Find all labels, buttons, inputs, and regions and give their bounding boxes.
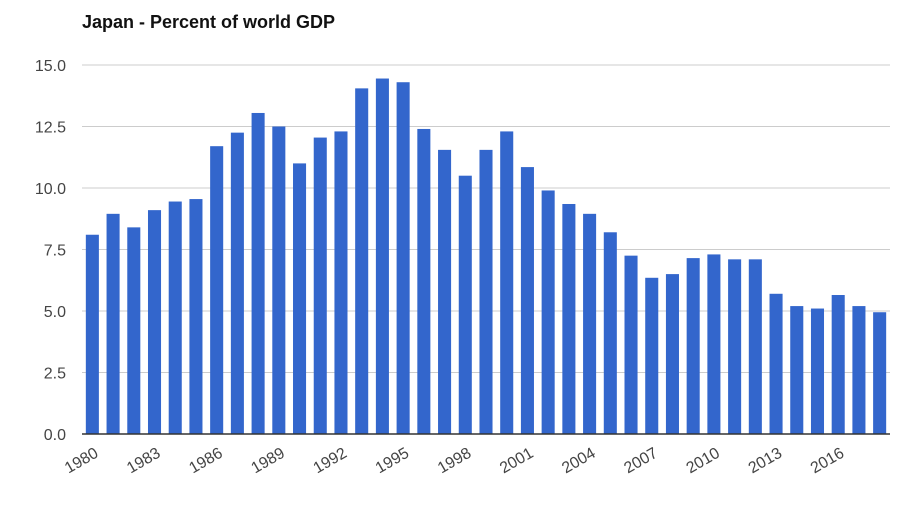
- bar-1983: [147, 210, 162, 434]
- bar-2017: [852, 306, 866, 434]
- bar-1996: [417, 128, 431, 434]
- bar-1992: [334, 131, 348, 435]
- x-tick-label: 1989: [248, 445, 287, 478]
- x-tick-label: 2013: [746, 445, 785, 478]
- bar-1982: [127, 227, 141, 434]
- bar-1995: [396, 82, 410, 434]
- x-tick-label: 1980: [62, 445, 101, 478]
- bar-2004: [583, 213, 597, 434]
- bar-2016: [831, 295, 845, 434]
- bar-1981: [106, 213, 120, 434]
- x-tick-label: 1998: [435, 445, 474, 478]
- bar-1997: [438, 149, 452, 434]
- bar-2014: [790, 306, 804, 434]
- bar-2008: [665, 274, 679, 434]
- x-tick-label: 1992: [311, 445, 350, 478]
- x-tick-label: 1983: [124, 445, 163, 478]
- bar-2018: [873, 312, 887, 434]
- bar-1986: [210, 146, 224, 434]
- bar-2003: [562, 203, 576, 434]
- x-axis-ticks: 1980 1983 1986 1989 1992 1995 1998 2001 2004 2007…: [62, 445, 847, 478]
- bar-1993: [355, 88, 369, 435]
- bar-2015: [810, 308, 825, 434]
- y-tick-label: 7.5: [44, 243, 66, 260]
- bar-2001: [520, 167, 534, 434]
- chart-title: Japan - Percent of world GDP: [82, 12, 336, 32]
- bar-1994: [375, 78, 389, 434]
- bars: [85, 78, 887, 435]
- bar-2013: [769, 293, 783, 434]
- y-tick-label: 12.5: [35, 120, 66, 137]
- bar-1990: [293, 163, 307, 434]
- bar-1987: [230, 132, 244, 434]
- bar-2005: [603, 232, 617, 434]
- x-tick-label: 1986: [186, 445, 225, 478]
- bar-2012: [748, 259, 762, 434]
- bar-1989: [272, 126, 286, 434]
- y-tick-label: 15.0: [35, 58, 66, 75]
- x-tick-label: 2016: [808, 445, 847, 478]
- x-tick-label: 2001: [497, 445, 536, 478]
- bar-2006: [624, 255, 638, 434]
- bar-1980: [85, 234, 99, 434]
- bar-2007: [645, 277, 659, 434]
- bar-2009: [686, 258, 700, 434]
- x-tick-label: 1995: [373, 445, 412, 478]
- bar-1988: [251, 112, 265, 434]
- bar-1984: [168, 201, 182, 434]
- bar-1985: [189, 199, 203, 434]
- bar-1991: [313, 137, 327, 434]
- y-axis-ticks: 0.0 2.5 5.0 7.5 10.0 12.5 15.0: [35, 58, 66, 444]
- bar-2010: [707, 254, 721, 434]
- y-tick-label: 2.5: [44, 366, 66, 383]
- x-tick-label: 2007: [621, 445, 660, 478]
- x-tick-label: 2010: [684, 445, 723, 478]
- bar-1998: [458, 175, 472, 434]
- x-tick-label: 2004: [559, 445, 598, 478]
- y-tick-label: 0.0: [44, 427, 66, 444]
- bar-2002: [541, 190, 555, 434]
- y-tick-label: 10.0: [35, 181, 66, 198]
- bar-2000: [500, 131, 514, 435]
- y-tick-label: 5.0: [44, 304, 66, 321]
- bar-1999: [479, 149, 493, 434]
- bar-2011: [728, 259, 742, 434]
